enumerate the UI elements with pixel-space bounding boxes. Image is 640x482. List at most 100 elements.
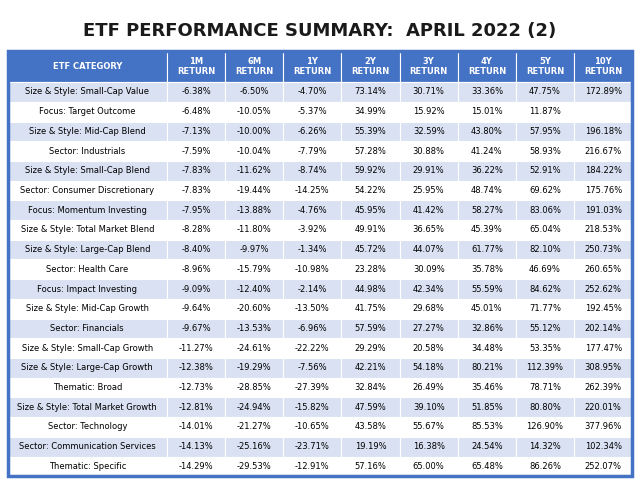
Text: 65.48%: 65.48%	[471, 462, 503, 471]
Bar	[167, 417, 225, 437]
Text: Size & Style: Mid-Cap Growth: Size & Style: Mid-Cap Growth	[26, 304, 148, 313]
Text: Focus: Momentum Investing: Focus: Momentum Investing	[28, 206, 147, 214]
Text: 191.03%: 191.03%	[585, 206, 621, 214]
Bar	[458, 141, 516, 161]
Text: 11.87%: 11.87%	[529, 107, 561, 116]
Bar	[284, 319, 341, 338]
Bar	[341, 456, 399, 476]
Bar	[399, 220, 458, 240]
Text: Sector: Consumer Discretionary: Sector: Consumer Discretionary	[20, 186, 154, 195]
Bar	[167, 102, 225, 121]
Bar	[225, 299, 284, 319]
Text: 262.39%: 262.39%	[585, 383, 622, 392]
Text: 32.84%: 32.84%	[355, 383, 387, 392]
Bar	[284, 397, 341, 417]
Bar	[574, 338, 632, 358]
Text: Size & Style: Small-Cap Growth: Size & Style: Small-Cap Growth	[22, 344, 153, 353]
Bar	[225, 417, 284, 437]
Text: 29.68%: 29.68%	[413, 304, 445, 313]
Bar	[516, 141, 574, 161]
Text: 10Y
RETURN: 10Y RETURN	[584, 57, 622, 76]
Bar	[341, 378, 399, 397]
Text: 196.18%: 196.18%	[585, 127, 622, 136]
Bar	[516, 279, 574, 299]
Text: Sector: Industrials: Sector: Industrials	[49, 147, 125, 156]
Bar	[516, 51, 574, 82]
Text: 377.96%: 377.96%	[584, 422, 622, 431]
Text: -7.13%: -7.13%	[181, 127, 211, 136]
Bar	[341, 338, 399, 358]
Bar	[341, 161, 399, 181]
Bar	[399, 279, 458, 299]
Bar	[341, 279, 399, 299]
Bar	[8, 102, 167, 121]
Text: -11.62%: -11.62%	[237, 166, 271, 175]
Text: -13.53%: -13.53%	[237, 324, 271, 333]
Text: 47.75%: 47.75%	[529, 88, 561, 96]
Text: 61.77%: 61.77%	[471, 245, 503, 254]
Text: Focus: Target Outcome: Focus: Target Outcome	[39, 107, 136, 116]
Text: 27.27%: 27.27%	[413, 324, 445, 333]
Text: 23.28%: 23.28%	[355, 265, 387, 274]
Bar	[458, 82, 516, 102]
Bar	[574, 161, 632, 181]
Text: 14.32%: 14.32%	[529, 442, 561, 451]
Text: 33.36%: 33.36%	[471, 88, 503, 96]
Bar	[516, 319, 574, 338]
Text: 82.10%: 82.10%	[529, 245, 561, 254]
Text: 2Y
RETURN: 2Y RETURN	[351, 57, 390, 76]
Text: 49.91%: 49.91%	[355, 226, 387, 234]
Bar	[458, 102, 516, 121]
Bar	[284, 358, 341, 378]
Text: 218.53%: 218.53%	[585, 226, 622, 234]
Bar	[574, 82, 632, 102]
Bar	[574, 279, 632, 299]
Bar	[458, 456, 516, 476]
Text: -24.94%: -24.94%	[237, 403, 271, 412]
Text: 260.65%: 260.65%	[585, 265, 622, 274]
Text: ETF PERFORMANCE SUMMARY:  APRIL 2022 (2): ETF PERFORMANCE SUMMARY: APRIL 2022 (2)	[83, 22, 557, 40]
Text: 84.62%: 84.62%	[529, 284, 561, 294]
Text: -10.04%: -10.04%	[237, 147, 271, 156]
Text: 30.09%: 30.09%	[413, 265, 445, 274]
Bar	[574, 121, 632, 141]
Bar	[8, 358, 167, 378]
Bar	[574, 240, 632, 259]
Text: -29.53%: -29.53%	[237, 462, 271, 471]
Bar	[8, 338, 167, 358]
Text: ETF CATEGORY: ETF CATEGORY	[52, 62, 122, 71]
Bar	[167, 338, 225, 358]
Bar	[167, 51, 225, 82]
Bar	[167, 82, 225, 102]
Text: Thematic: Broad: Thematic: Broad	[52, 383, 122, 392]
Text: 1Y
RETURN: 1Y RETURN	[293, 57, 332, 76]
Bar	[167, 397, 225, 417]
Bar	[574, 181, 632, 201]
Bar	[574, 51, 632, 82]
Text: 85.53%: 85.53%	[471, 422, 503, 431]
Text: -6.50%: -6.50%	[239, 88, 269, 96]
Text: Sector: Communication Services: Sector: Communication Services	[19, 442, 156, 451]
Bar	[458, 397, 516, 417]
Bar	[167, 141, 225, 161]
Text: 58.27%: 58.27%	[471, 206, 503, 214]
Bar	[458, 378, 516, 397]
Bar	[516, 397, 574, 417]
Text: 59.92%: 59.92%	[355, 166, 387, 175]
Bar	[167, 259, 225, 279]
Bar	[284, 456, 341, 476]
Text: -22.22%: -22.22%	[295, 344, 330, 353]
Text: -4.70%: -4.70%	[298, 88, 327, 96]
Bar	[284, 259, 341, 279]
Text: 252.62%: 252.62%	[585, 284, 621, 294]
Bar	[8, 141, 167, 161]
Text: 47.59%: 47.59%	[355, 403, 387, 412]
Text: -8.40%: -8.40%	[181, 245, 211, 254]
Bar	[574, 397, 632, 417]
Text: 250.73%: 250.73%	[585, 245, 622, 254]
Text: 44.07%: 44.07%	[413, 245, 445, 254]
Bar	[225, 82, 284, 102]
Text: -14.29%: -14.29%	[179, 462, 213, 471]
Bar	[399, 417, 458, 437]
Bar	[8, 417, 167, 437]
